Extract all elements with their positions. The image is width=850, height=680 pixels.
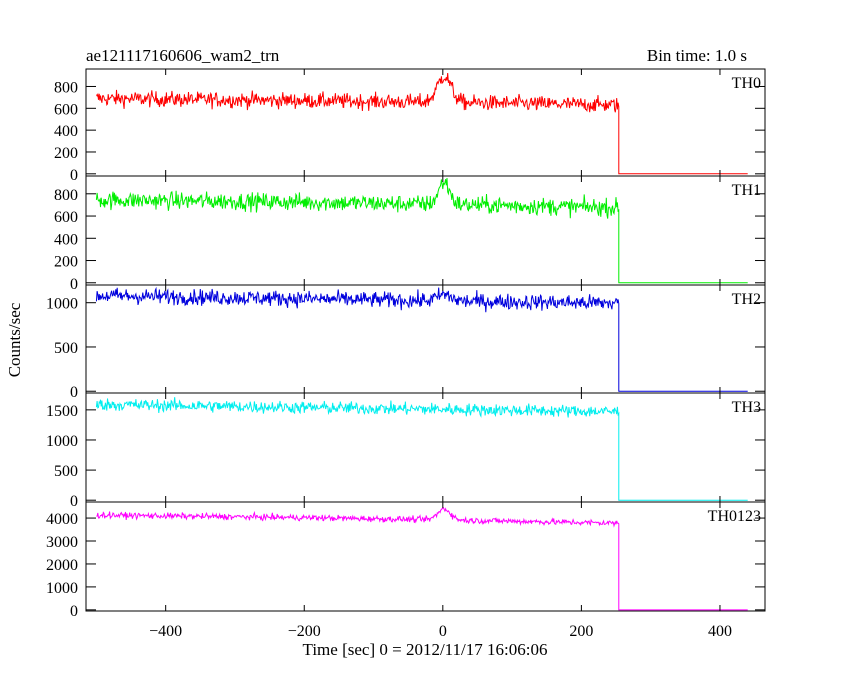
y-tick-label: 1000 [46, 296, 78, 313]
x-tick-label: 200 [569, 623, 593, 640]
panel-th3: 0 500 1000 1500 TH3 [46, 392, 766, 510]
series-name-th2: TH2 [732, 291, 761, 308]
series-line-th2 [95, 286, 748, 392]
series-name-th0123: TH0123 [708, 508, 761, 525]
x-tick-label: −200 [288, 623, 321, 640]
series-line-th0 [95, 72, 748, 175]
series-name-th0: TH0 [732, 75, 761, 92]
chart-title: ae121117160606_wam2_trn [86, 46, 280, 65]
panel-frame [85, 175, 766, 286]
y-tick-label: 500 [54, 340, 78, 357]
y-tick-label: 0 [70, 493, 78, 510]
y-axis-label: Counts/sec [5, 302, 24, 377]
y-tick-label: 800 [54, 79, 78, 96]
y-tick-label: 1000 [46, 433, 78, 450]
panel-th1: 0 200 400 600 800 TH1 [54, 175, 766, 293]
bin-time-label: Bin time: 1.0 s [647, 46, 747, 65]
series-name-th3: TH3 [732, 399, 761, 416]
y-tick-label: 600 [54, 101, 78, 118]
series-line-th1 [95, 177, 748, 284]
y-tick-label: 400 [54, 123, 78, 140]
panel-th2: 0 500 1000 TH2 [46, 284, 766, 401]
y-tick-label: 0 [70, 384, 78, 401]
series-line-th0123 [96, 506, 748, 611]
y-tick-label: 2000 [46, 557, 78, 574]
x-tick-label: 400 [708, 623, 732, 640]
panel-th0123: 0 1000 2000 3000 4000 TH0123 [46, 501, 766, 620]
y-tick-label: 500 [54, 463, 78, 480]
x-tick-label: −400 [149, 623, 182, 640]
y-tick-label: 200 [54, 145, 78, 162]
y-tick-label: 1500 [46, 403, 78, 420]
y-tick-label: 800 [54, 187, 78, 204]
x-axis-label: Time [sec] 0 = 2012/11/17 16:06:06 [303, 640, 548, 659]
panel-frame [85, 68, 766, 177]
y-tick-label: 1000 [46, 580, 78, 597]
panel-frame [85, 501, 766, 612]
series-line-th3 [95, 397, 748, 501]
y-tick-label: 600 [54, 209, 78, 226]
y-tick-label: 0 [70, 167, 78, 184]
series-name-th1: TH1 [732, 182, 761, 199]
panel-th0: 0 200 400 600 800 TH0 [54, 68, 766, 184]
y-tick-label: 400 [54, 231, 78, 248]
y-tick-label: 200 [54, 254, 78, 271]
y-tick-label: 3000 [46, 534, 78, 551]
y-tick-label: 0 [70, 276, 78, 293]
x-tick-label: 0 [439, 623, 447, 640]
y-tick-label: 0 [70, 603, 78, 620]
y-tick-label: 4000 [46, 511, 78, 528]
